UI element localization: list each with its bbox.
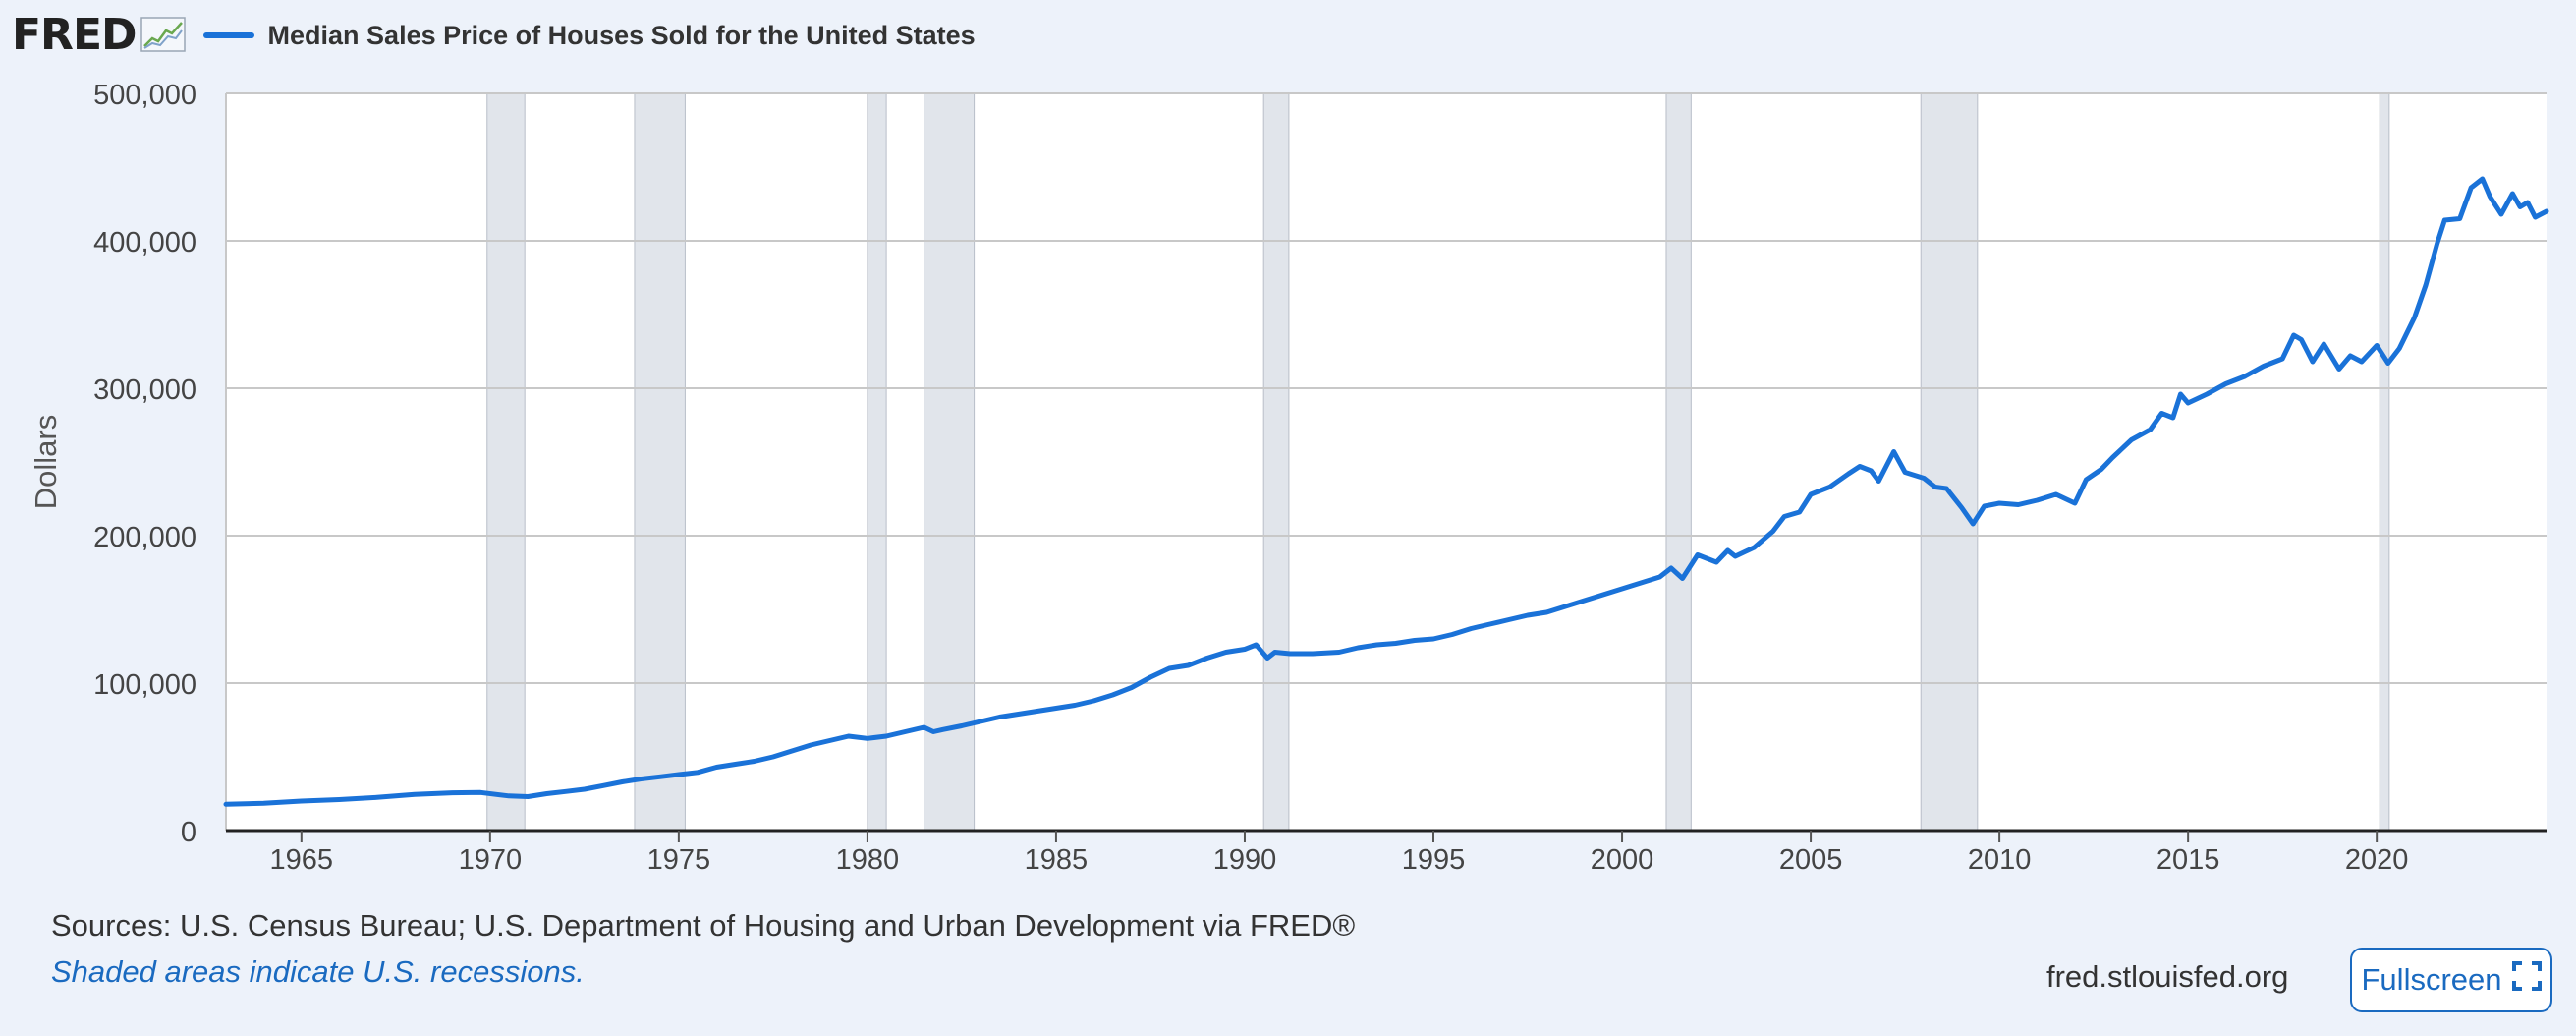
plot-area xyxy=(226,93,2547,831)
sources-text: Sources: U.S. Census Bureau; U.S. Depart… xyxy=(51,908,1356,943)
fred-logo[interactable]: FRED xyxy=(12,10,138,60)
recession-band xyxy=(1665,92,1692,832)
y-tick-label: 200,000 xyxy=(93,522,196,553)
x-tick-label: 1985 xyxy=(1025,844,1089,876)
x-tick-label: 1965 xyxy=(270,844,334,876)
recession-shading xyxy=(486,92,2390,832)
recession-band xyxy=(2379,92,2390,832)
y-tick-label: 500,000 xyxy=(93,80,196,111)
fullscreen-label: Fullscreen xyxy=(2361,962,2502,997)
series-line xyxy=(223,176,2549,807)
header: FRED Median Sales Price of Houses Sold f… xyxy=(12,10,976,61)
y-tick-label: 300,000 xyxy=(93,374,196,406)
site-link[interactable]: fred.stlouisfed.org xyxy=(2046,959,2289,994)
x-tick-label: 1990 xyxy=(1213,844,1277,876)
recession-band xyxy=(634,92,686,832)
x-tick-label: 2005 xyxy=(1779,844,1843,876)
legend[interactable]: Median Sales Price of Houses Sold for th… xyxy=(202,20,976,51)
x-tick-label: 1980 xyxy=(836,844,900,876)
x-tick-label: 2020 xyxy=(2345,844,2409,876)
y-tick-label: 100,000 xyxy=(93,669,196,701)
recession-band xyxy=(486,92,526,832)
recession-band xyxy=(867,92,887,832)
series-layer xyxy=(223,176,2549,807)
y-tick-label: 400,000 xyxy=(93,227,196,259)
x-tick-label: 1970 xyxy=(459,844,523,876)
x-tick-label: 2015 xyxy=(2156,844,2220,876)
recession-note: Shaded areas indicate U.S. recessions. xyxy=(51,954,585,989)
recession-band xyxy=(1920,92,1979,832)
recession-band xyxy=(1262,92,1290,832)
recession-band xyxy=(924,92,976,832)
fullscreen-icon xyxy=(2511,961,2542,999)
x-tick-label: 1995 xyxy=(1402,844,1466,876)
y-tick-label: 0 xyxy=(181,817,196,848)
x-tick-label: 2000 xyxy=(1591,844,1654,876)
x-tick-label: 1975 xyxy=(647,844,711,876)
x-tick-label: 2010 xyxy=(1968,844,2032,876)
legend-label: Median Sales Price of Houses Sold for th… xyxy=(267,20,976,50)
grid-lines xyxy=(226,92,2547,684)
axes: 0 100,000 200,000 300,000 400,000 500,000 1965… xyxy=(93,80,2547,876)
fullscreen-button[interactable]: Fullscreen xyxy=(2350,948,2552,1012)
y-axis-label: Dollars xyxy=(28,415,63,509)
legend-swatch xyxy=(202,32,254,38)
trend-graph-icon xyxy=(140,16,186,57)
